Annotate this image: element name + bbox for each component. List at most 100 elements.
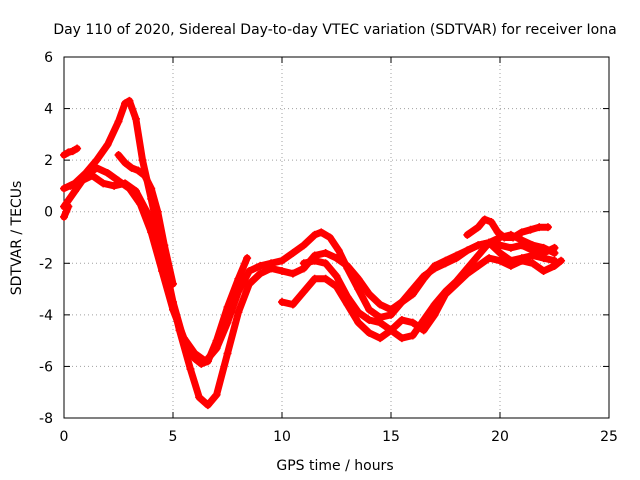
data-point [354, 285, 363, 294]
y-tick-labels: -8 -6 -4 -2 0 2 4 6 [39, 50, 53, 427]
data-point [60, 184, 68, 193]
data-point [234, 274, 243, 283]
data-point [376, 318, 385, 327]
data-point [493, 228, 502, 237]
data-point [73, 144, 82, 153]
data-point [500, 233, 509, 242]
data-point [506, 243, 515, 252]
data-point [212, 390, 221, 399]
data-point [321, 248, 330, 257]
data-point [509, 233, 518, 242]
data-point [321, 274, 330, 283]
y-tick-label: 2 [44, 153, 53, 169]
data-point [485, 254, 494, 263]
series-arc-9 [60, 202, 73, 221]
data-point [496, 256, 504, 265]
data-point [528, 259, 537, 268]
data-point [408, 290, 417, 299]
data-point [485, 238, 494, 247]
y-tick-label: 0 [44, 205, 53, 221]
data-point [88, 171, 97, 180]
data-point [354, 318, 363, 327]
data-point [317, 228, 326, 237]
data-point [430, 310, 439, 319]
data-point [70, 187, 79, 196]
y-tick-label: -2 [39, 256, 53, 272]
data-point [223, 349, 232, 358]
data-point [243, 254, 252, 263]
data-point [110, 181, 119, 190]
data-point [288, 269, 297, 278]
data-point [452, 251, 461, 260]
data-point [419, 316, 428, 325]
data-point [506, 261, 515, 270]
data-point [195, 393, 204, 402]
data-point [68, 147, 77, 156]
data-point [114, 117, 123, 126]
data-point [288, 300, 297, 309]
data-point [278, 256, 286, 265]
data-point [550, 261, 559, 270]
y-tick-label: -4 [39, 308, 53, 324]
data-point [397, 316, 406, 325]
data-point [419, 274, 428, 283]
data-point [138, 156, 147, 165]
data-point [121, 99, 130, 108]
data-point [256, 269, 265, 278]
data-point [365, 316, 374, 325]
data-point [334, 246, 343, 255]
grid [64, 57, 609, 418]
data-point [60, 212, 68, 221]
x-tick-label: 5 [169, 429, 178, 445]
data-point [147, 184, 156, 193]
data-point [543, 223, 552, 232]
data-point [321, 259, 330, 268]
y-axis-label: SDTVAR / TECUs [9, 181, 25, 296]
data-point [528, 251, 537, 260]
data-point [463, 264, 472, 273]
data-point [127, 163, 136, 172]
data-point [234, 308, 243, 317]
data-point [557, 256, 566, 265]
data-point [267, 264, 276, 273]
series-arc-7 [463, 215, 552, 242]
data-point [121, 179, 130, 188]
data-point [325, 233, 334, 242]
data-point [365, 305, 374, 314]
data-point [463, 230, 472, 239]
axis-ticks [63, 56, 610, 419]
data-point [419, 326, 428, 335]
data-point [131, 187, 140, 196]
x-tick-label: 10 [273, 429, 291, 445]
data-point [131, 114, 140, 123]
data-point [408, 331, 417, 340]
data-point [526, 225, 535, 234]
data-point [140, 171, 149, 180]
data-point [64, 148, 73, 157]
data-point [134, 166, 143, 175]
data-point [299, 241, 308, 250]
data-point [528, 241, 537, 250]
data-point [153, 207, 162, 216]
data-point [474, 261, 483, 270]
data-point [201, 357, 210, 366]
data-point [376, 300, 385, 309]
data-point [310, 256, 319, 265]
data-point [517, 236, 526, 245]
data-point [142, 207, 151, 216]
x-tick-label: 0 [60, 429, 69, 445]
data-point [278, 267, 286, 276]
data-point [245, 279, 254, 288]
data-point [256, 261, 265, 270]
series-arc-8 [60, 144, 82, 159]
data-point [539, 254, 548, 263]
series-arc-4 [114, 150, 177, 288]
series-trace [463, 215, 552, 241]
data-point [354, 274, 363, 283]
data-point [203, 401, 212, 410]
y-tick-label: -8 [39, 411, 53, 427]
data-point [343, 261, 352, 270]
data-point [387, 326, 395, 335]
plot-frame [63, 56, 610, 419]
